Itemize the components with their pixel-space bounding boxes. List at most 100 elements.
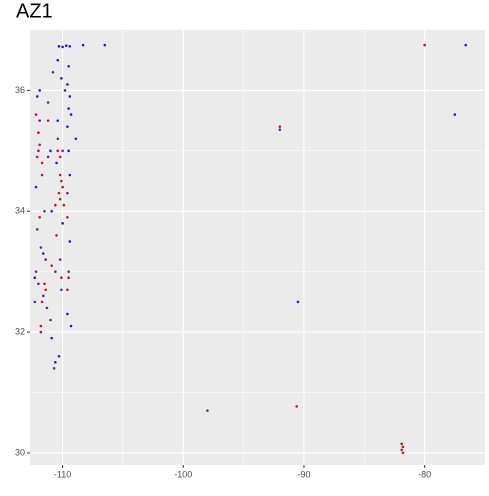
point xyxy=(60,179,63,183)
point xyxy=(38,143,41,147)
point xyxy=(35,228,39,231)
point xyxy=(68,45,72,48)
point xyxy=(52,367,56,370)
point xyxy=(60,276,63,280)
point xyxy=(56,119,60,122)
point xyxy=(401,445,405,449)
point xyxy=(69,113,73,116)
point xyxy=(56,58,60,62)
x-tick-label: -90 xyxy=(297,469,310,479)
point xyxy=(68,95,72,98)
point xyxy=(46,119,50,122)
point xyxy=(58,155,62,159)
point xyxy=(41,252,45,255)
point xyxy=(57,45,61,48)
point xyxy=(74,137,78,141)
point xyxy=(54,270,57,273)
point xyxy=(56,137,60,141)
point xyxy=(67,107,70,110)
panel xyxy=(30,30,485,465)
point xyxy=(58,173,62,177)
point xyxy=(56,149,60,153)
point xyxy=(46,101,50,104)
point xyxy=(67,149,70,153)
point xyxy=(58,197,62,201)
point xyxy=(46,155,50,159)
point xyxy=(45,306,49,310)
point xyxy=(44,258,47,261)
point xyxy=(464,43,467,47)
point xyxy=(278,128,282,131)
x-tick-label: -80 xyxy=(418,469,431,479)
point xyxy=(35,155,39,159)
point xyxy=(206,409,209,412)
y-tick-label: 30 xyxy=(15,447,25,457)
point xyxy=(33,300,37,304)
point xyxy=(55,234,58,237)
chart-title: AZ1 xyxy=(16,0,53,22)
point xyxy=(401,451,405,455)
point xyxy=(400,442,404,446)
point xyxy=(51,70,55,74)
point xyxy=(58,258,62,261)
x-tick-label: -110 xyxy=(54,469,71,479)
point xyxy=(66,215,69,219)
point xyxy=(81,43,85,47)
point xyxy=(66,125,69,128)
point xyxy=(34,113,38,116)
point xyxy=(33,276,37,280)
point xyxy=(103,43,107,47)
point xyxy=(66,288,69,292)
point xyxy=(295,405,299,408)
point xyxy=(61,222,64,225)
point xyxy=(38,119,41,122)
point xyxy=(50,209,54,213)
point xyxy=(37,149,40,153)
point xyxy=(49,149,52,153)
point xyxy=(38,89,41,92)
point xyxy=(39,246,43,249)
point xyxy=(67,276,70,280)
point xyxy=(55,161,58,165)
point xyxy=(423,43,426,47)
x-tick-label: -100 xyxy=(174,469,192,479)
point xyxy=(400,448,404,452)
point xyxy=(68,240,72,243)
point xyxy=(49,318,52,322)
point xyxy=(40,161,44,165)
point xyxy=(50,264,54,267)
point xyxy=(61,149,64,153)
point xyxy=(453,113,457,116)
point xyxy=(278,125,282,128)
point xyxy=(43,282,46,286)
y-tick-label: 34 xyxy=(15,206,25,216)
point xyxy=(39,330,43,334)
point xyxy=(37,131,40,135)
point xyxy=(57,191,61,195)
point xyxy=(40,173,44,177)
point xyxy=(67,64,70,68)
point xyxy=(41,294,45,298)
point xyxy=(66,83,69,86)
point xyxy=(40,300,44,304)
point xyxy=(68,173,72,177)
point xyxy=(44,288,47,292)
point xyxy=(43,209,46,213)
point xyxy=(63,89,67,92)
point xyxy=(37,282,40,286)
point xyxy=(67,270,70,273)
point xyxy=(60,77,63,80)
point xyxy=(54,203,57,207)
point xyxy=(50,336,54,340)
point xyxy=(61,45,64,49)
point xyxy=(66,312,69,316)
point xyxy=(34,270,38,273)
point xyxy=(54,360,57,364)
point xyxy=(35,95,39,98)
point xyxy=(66,191,69,195)
point xyxy=(61,185,64,189)
point xyxy=(60,288,63,292)
point xyxy=(64,44,68,48)
y-tick-label: 32 xyxy=(15,326,25,336)
